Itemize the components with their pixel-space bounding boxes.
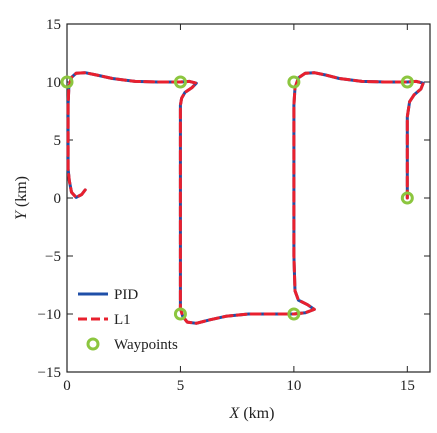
x-tick-label: 15 [400,378,415,394]
y-tick-label: −15 [38,365,61,381]
legend: PID L1 Waypoints [78,287,178,353]
y-tick-label: −5 [45,249,61,265]
x-tick-label: 0 [63,378,71,394]
y-axis-label-unit: (km) [13,176,30,211]
y-tick-label: −10 [38,307,61,323]
y-tick-label: 0 [54,191,62,207]
x-tick-label: 5 [177,378,185,394]
waypoint-marker [287,307,301,321]
x-tick-label: 10 [286,378,301,394]
waypoint-marker [173,75,187,89]
y-tick-label: 15 [46,17,61,33]
y-axis-label: Y (km) [13,176,30,220]
y-tick-label: 5 [54,133,62,149]
legend-label-l1: L1 [114,312,131,328]
series-line-pid [66,71,425,325]
series-line-l1 [66,71,425,325]
legend-label-pid: PID [114,287,138,303]
waypoint-marker [287,75,301,89]
waypoint-marker [400,75,414,89]
y-axis-label-var: Y [13,209,30,220]
waypoint-marker [173,307,187,321]
x-axis-label-unit: (km) [239,405,274,422]
x-axis-label-var: X [229,405,241,422]
x-axis-label: X (km) [229,405,275,422]
y-tick-label: 10 [46,75,61,91]
waypoint-marker [400,191,414,205]
legend-label-waypoints: Waypoints [114,337,178,353]
waypoint-marker [60,75,74,89]
legend-marker-waypoints [86,337,100,351]
